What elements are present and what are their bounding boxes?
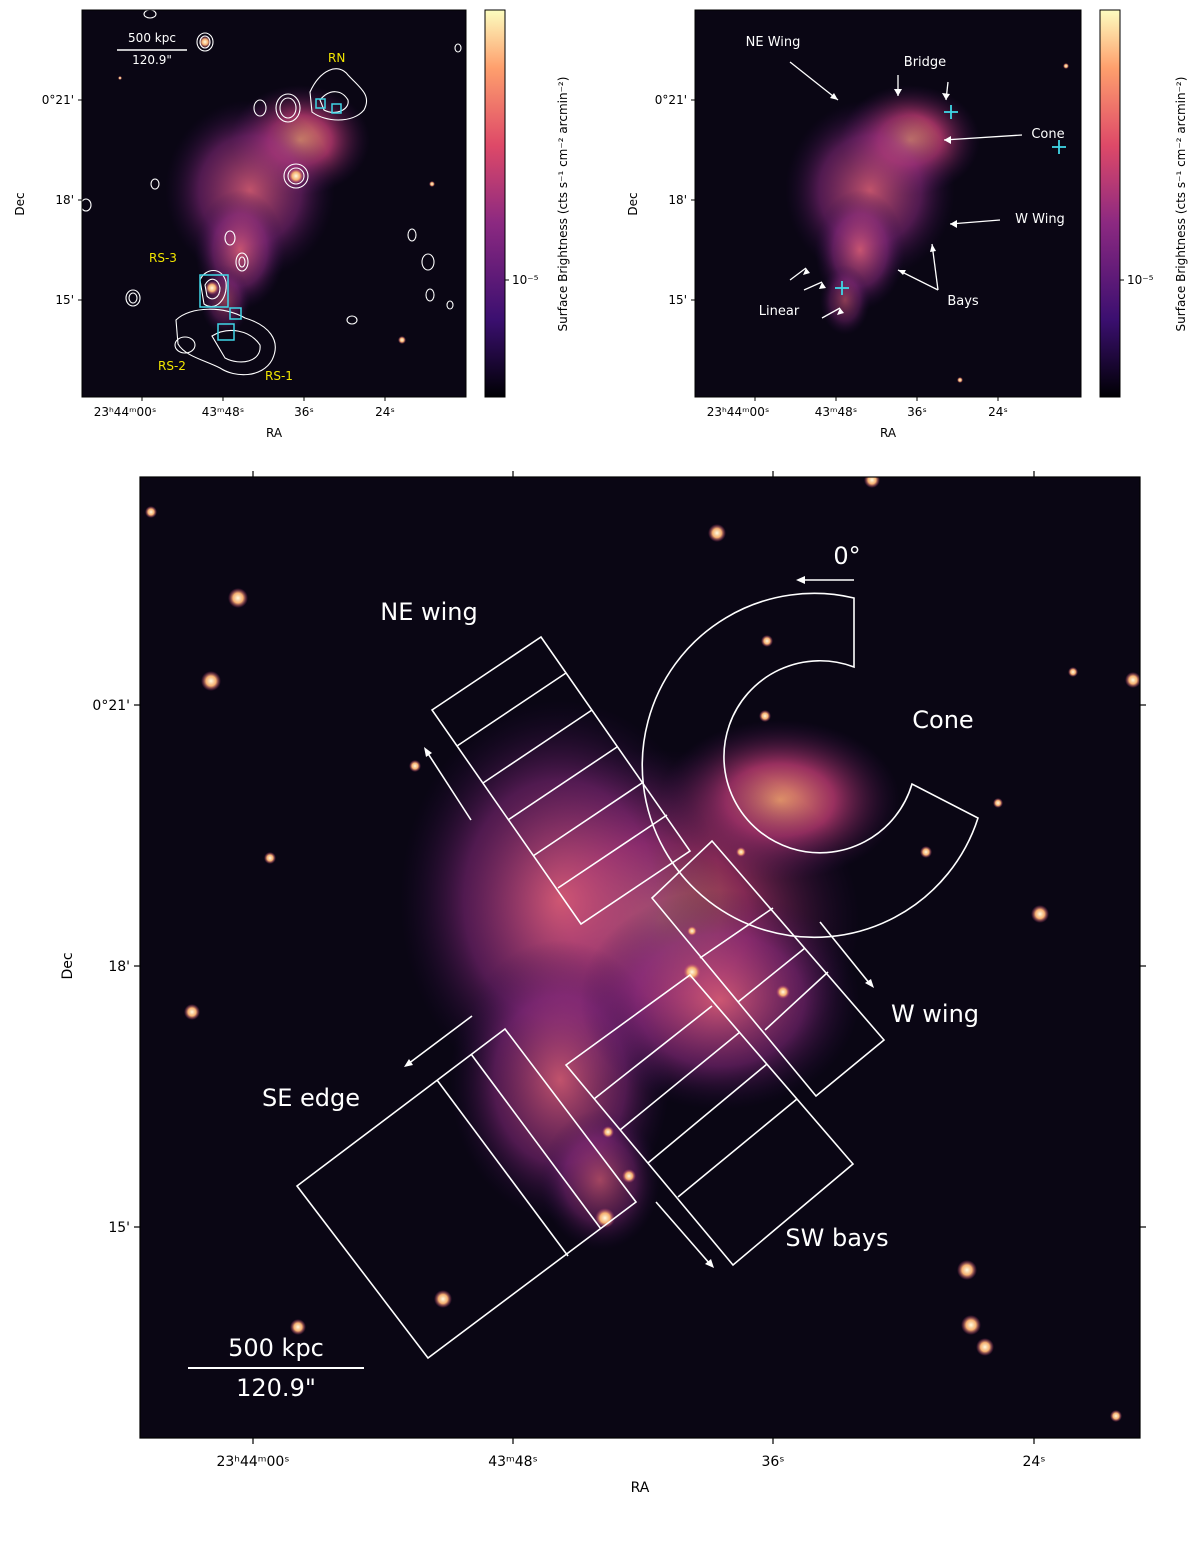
y-axis-label: Dec	[13, 192, 27, 215]
colorbar-tick: 10⁻⁵	[512, 273, 539, 287]
label-cone: Cone	[912, 706, 973, 734]
xtick-2: 43ᵐ48ˢ	[202, 405, 245, 419]
direction-arrows	[407, 579, 871, 1265]
label-linear: Linear	[759, 304, 800, 319]
colorbar-label: Surface Brightness (cts s⁻¹ cm⁻² arcmin⁻…	[556, 77, 570, 332]
sw-bays-box	[564, 973, 855, 1267]
w-wing-box	[650, 839, 886, 1098]
xray-emission	[145, 477, 1140, 1422]
xtick-2: 43ᵐ48ˢ	[488, 1454, 538, 1470]
se-edge-box	[295, 1027, 638, 1360]
colorbar	[484, 9, 506, 398]
annotation-arrows	[789, 61, 1023, 319]
xray-emission	[785, 63, 1069, 383]
label-ne-wing: NE wing	[380, 598, 478, 626]
xtick-1: 23ʰ44ᵐ00ˢ	[94, 405, 157, 419]
xtick-3: 36ˢ	[761, 1454, 784, 1470]
region-overlays	[295, 592, 979, 1360]
ytick-1: 0°21'	[655, 93, 687, 107]
xtick-4: 24ˢ	[375, 405, 395, 419]
cyan-crosses	[835, 105, 1066, 295]
label-se-edge: SE edge	[262, 1084, 360, 1112]
label-rn: RN	[328, 51, 345, 65]
panel-top-left: 500 kpc 120.9" RN RS-3 RS-2 RS-1 0°21' 1…	[13, 9, 570, 440]
label-bays: Bays	[947, 294, 979, 309]
label-cone: Cone	[1031, 127, 1064, 142]
xtick-2: 43ᵐ48ˢ	[815, 405, 858, 419]
ytick-3: 15'	[55, 293, 74, 307]
label-w-wing: W Wing	[1015, 212, 1065, 227]
label-ne-wing: NE Wing	[746, 35, 801, 50]
label-bridge: Bridge	[904, 55, 946, 70]
ytick-1: 0°21'	[92, 698, 130, 714]
colorbar-label: Surface Brightness (cts s⁻¹ cm⁻² arcmin⁻…	[1174, 77, 1188, 332]
scalebar-arcsec: 120.9"	[132, 53, 172, 67]
colorbar-tick: 10⁻⁵	[1127, 273, 1154, 287]
ytick-1: 0°21'	[42, 93, 74, 107]
ytick-2: 18'	[108, 959, 130, 975]
panel-bottom: 0° NE wing Cone W wing SE edge SW bays 5…	[60, 471, 1146, 1496]
y-axis-label: Dec	[626, 192, 640, 215]
scalebar-kpc: 500 kpc	[228, 1334, 324, 1362]
ytick-2: 18'	[668, 193, 687, 207]
label-rs1: RS-1	[265, 369, 293, 383]
label-sw-bays: SW bays	[785, 1224, 888, 1252]
xtick-4: 24ˢ	[988, 405, 1008, 419]
label-rs3: RS-3	[149, 251, 177, 265]
ytick-2: 18'	[55, 193, 74, 207]
ne-wing-box	[430, 635, 692, 926]
xtick-4: 24ˢ	[1022, 1454, 1045, 1470]
ytick-3: 15'	[668, 293, 687, 307]
cyan-boxes	[199, 98, 342, 341]
xtick-3: 36ˢ	[907, 405, 927, 419]
radio-contours	[80, 9, 462, 376]
y-axis-label: Dec	[60, 952, 76, 979]
panel-top-right: NE Wing Bridge Cone W Wing Bays Linear 0…	[626, 9, 1188, 440]
xray-emission	[118, 36, 435, 344]
point-sources	[145, 477, 1140, 1422]
xtick-1: 23ʰ44ᵐ00ˢ	[216, 1454, 289, 1470]
colorbar	[1099, 9, 1121, 398]
x-axis-label: RA	[266, 426, 283, 440]
ytick-3: 15'	[108, 1220, 130, 1236]
label-angle: 0°	[833, 542, 860, 570]
x-axis-label: RA	[631, 1480, 650, 1496]
xtick-1: 23ʰ44ᵐ00ˢ	[707, 405, 770, 419]
label-w-wing: W wing	[891, 1000, 979, 1028]
xtick-3: 36ˢ	[294, 405, 314, 419]
x-axis-label: RA	[880, 426, 897, 440]
cone-sector	[641, 592, 979, 939]
scalebar-kpc: 500 kpc	[128, 31, 176, 45]
label-rs2: RS-2	[158, 359, 186, 373]
scalebar-arcsec: 120.9"	[236, 1374, 316, 1402]
